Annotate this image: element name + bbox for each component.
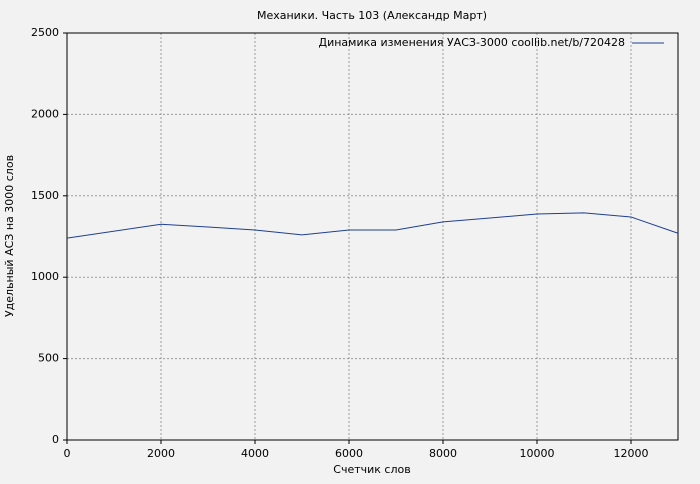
plot-frame — [66, 32, 679, 441]
x-tick-label: 8000 — [429, 447, 457, 460]
x-tick-label: 12000 — [614, 447, 649, 460]
y-tick-label: 2500 — [31, 26, 59, 39]
x-tick-label: 2000 — [147, 447, 175, 460]
x-tick-label: 4000 — [241, 447, 269, 460]
y-axis-label: Удельный АСЗ на 3000 слов — [3, 155, 16, 317]
y-tick-label: 1500 — [31, 189, 59, 202]
x-axis-label: Счетчик слов — [333, 463, 410, 476]
y-tick-label: 0 — [52, 433, 59, 446]
y-tick-label: 2000 — [31, 107, 59, 120]
chart-title: Механики. Часть 103 (Александр Март) — [257, 9, 487, 22]
x-tick-label: 10000 — [520, 447, 555, 460]
data-line — [66, 212, 679, 239]
x-tick-label: 6000 — [335, 447, 363, 460]
x-tick-label: 0 — [64, 447, 71, 460]
y-tick-label: 1000 — [31, 270, 59, 283]
legend-label: Динамика изменения УАСЗ-3000 coollib.net… — [319, 36, 626, 49]
y-tick-label: 500 — [38, 352, 59, 365]
